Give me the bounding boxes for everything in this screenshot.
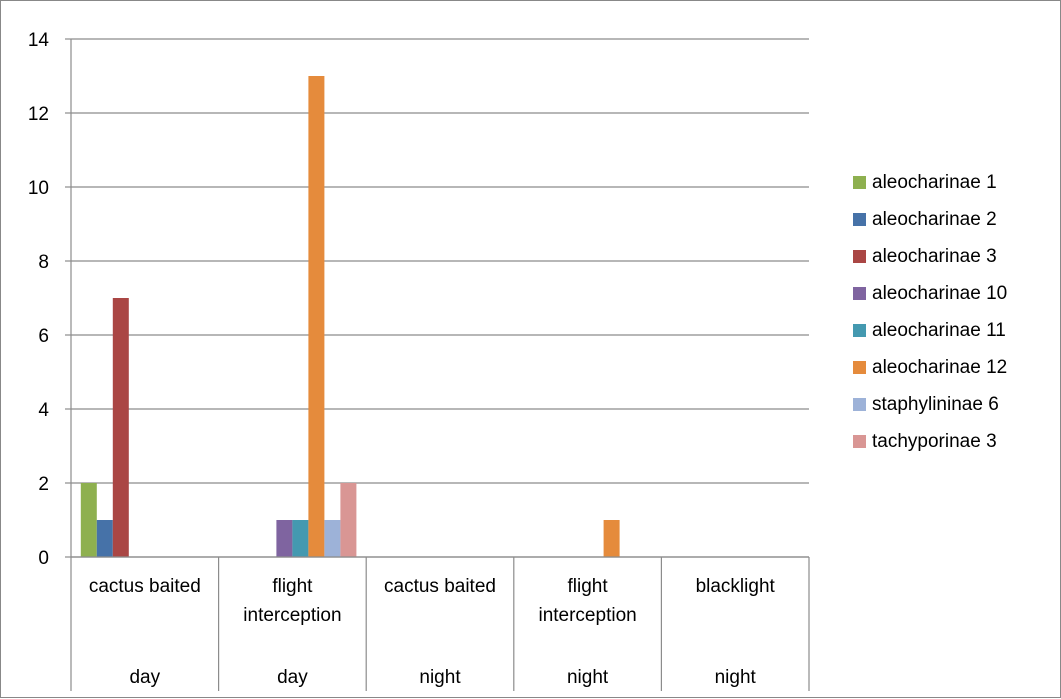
group-label: night bbox=[567, 667, 609, 688]
y-tick-label: 10 bbox=[28, 178, 49, 199]
y-tick-label: 12 bbox=[28, 104, 49, 125]
legend-label: tachyporinae 3 bbox=[872, 431, 997, 452]
group-label: night bbox=[419, 667, 461, 688]
category-label: cactus baited bbox=[384, 576, 496, 597]
legend-swatch bbox=[853, 398, 866, 411]
bar bbox=[96, 520, 113, 557]
y-tick-label: 0 bbox=[38, 548, 49, 569]
legend-swatch bbox=[853, 324, 866, 337]
legend-swatch bbox=[853, 361, 866, 374]
legend-label: aleocharinae 11 bbox=[872, 320, 1006, 341]
category-label: flight bbox=[568, 576, 609, 597]
category-label: cactus baited bbox=[89, 576, 201, 597]
bar bbox=[340, 483, 357, 557]
legend-label: aleocharinae 2 bbox=[872, 209, 997, 230]
bar bbox=[308, 76, 325, 557]
y-tick-label: 2 bbox=[38, 474, 49, 495]
bar bbox=[112, 298, 129, 557]
legend-swatch bbox=[853, 287, 866, 300]
legend-swatch bbox=[853, 435, 866, 448]
category-label: flight bbox=[272, 576, 313, 597]
legend-swatch bbox=[853, 250, 866, 263]
group-label: day bbox=[129, 667, 160, 688]
y-tick-label: 6 bbox=[38, 326, 49, 347]
legend-label: staphylininae 6 bbox=[872, 394, 999, 415]
legend-swatch bbox=[853, 213, 866, 226]
bar bbox=[292, 520, 309, 557]
legend-swatch bbox=[853, 176, 866, 189]
legend-label: aleocharinae 10 bbox=[872, 283, 1007, 304]
legend-label: aleocharinae 12 bbox=[872, 357, 1007, 378]
category-label: blacklight bbox=[696, 576, 776, 597]
bar bbox=[80, 483, 97, 557]
bar bbox=[603, 520, 620, 557]
bar bbox=[324, 520, 341, 557]
y-tick-label: 8 bbox=[38, 252, 49, 273]
bar bbox=[276, 520, 293, 557]
legend-label: aleocharinae 3 bbox=[872, 246, 997, 267]
y-tick-label: 4 bbox=[38, 400, 49, 421]
y-tick-label: 14 bbox=[28, 30, 50, 51]
legend-label: aleocharinae 1 bbox=[872, 172, 997, 193]
group-label: night bbox=[715, 667, 757, 688]
category-label: interception bbox=[538, 605, 636, 626]
category-label: interception bbox=[243, 605, 341, 626]
group-label: day bbox=[277, 667, 308, 688]
